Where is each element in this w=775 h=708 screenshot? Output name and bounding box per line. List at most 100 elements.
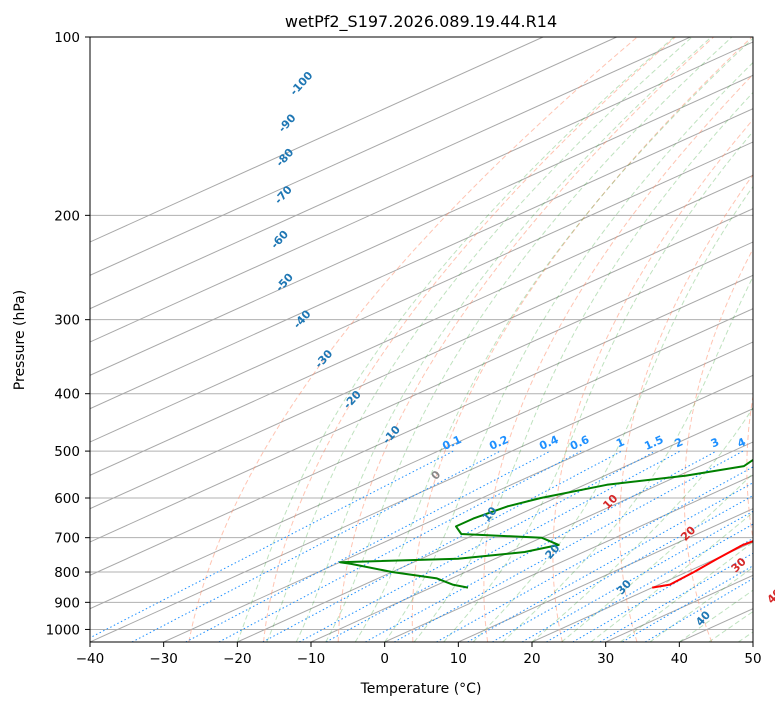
isotherm-line	[90, 308, 753, 610]
mixing-ratio-line	[644, 577, 753, 642]
mixing-ratio-label: 4	[735, 435, 748, 450]
mixing-ratio-line	[131, 450, 501, 642]
isotherm-gridlines	[90, 37, 753, 642]
x-tick-label: −30	[149, 651, 178, 667]
mixing-ratio-label: 2	[673, 435, 685, 450]
moist-adiabat-line	[738, 631, 753, 642]
mixing-ratio-line	[262, 450, 622, 642]
isotherm-line	[90, 37, 544, 243]
dry-adiabat-line	[411, 37, 753, 642]
isotherm-line	[679, 608, 753, 642]
y-tick-label: 700	[54, 531, 80, 547]
isotherm-line	[752, 641, 753, 642]
dry-adiabat-label: 40	[693, 608, 713, 628]
dry-adiabat-label: -80	[273, 146, 296, 170]
mixing-ratio-line	[325, 450, 681, 642]
profile-series	[339, 458, 753, 589]
x-tick-label: −10	[297, 651, 326, 667]
dry-adiabat-label: -20	[341, 388, 364, 412]
mixing-ratio-line	[467, 482, 753, 642]
dry-adiabat-label: -60	[268, 228, 291, 252]
y-tick-label: 500	[54, 444, 80, 460]
isotherm-line	[90, 37, 691, 310]
x-tick-label: 30	[597, 651, 614, 667]
x-tick-label: −20	[223, 651, 252, 667]
moist-adiabat-line	[266, 37, 693, 642]
moist-adiabat-line	[236, 37, 675, 642]
dry-adiabat-label: 0	[429, 468, 444, 483]
dry-adiabat-line	[263, 37, 676, 642]
dry-adiabat-line	[483, 73, 753, 642]
dry-adiabats	[188, 37, 753, 642]
x-tick-label: 0	[380, 651, 389, 667]
mixing-ratio-line	[436, 466, 753, 642]
y-tick-label: 900	[54, 595, 80, 611]
chart-title: wetPf2_S197.2026.089.19.44.R14	[285, 12, 557, 32]
dry-adiabat-line	[683, 247, 753, 642]
isotherm-line	[90, 41, 753, 343]
isotherm-line	[90, 174, 753, 476]
mixing-ratio-line	[492, 495, 753, 642]
mixing-ratio-label: 0.1	[440, 433, 463, 453]
moist-adiabat-line	[708, 611, 753, 642]
y-tick-label: 1000	[46, 622, 80, 638]
mixing-ratio-label: 0.4	[537, 433, 560, 453]
moist-adiabat-label: 40	[765, 586, 775, 606]
moist-adiabat-line	[561, 472, 753, 642]
mixing-ratio-line	[393, 450, 744, 642]
dewpoint-profile-line	[339, 458, 753, 589]
isotherm-line	[458, 508, 753, 642]
isotherm-line	[90, 274, 753, 576]
mixing-ratio-line	[298, 450, 656, 642]
mixing-ratio-line	[365, 450, 717, 642]
moist-adiabat-line	[295, 37, 712, 642]
mixing-ratio-label: 3	[709, 435, 721, 450]
isotherm-line	[310, 441, 753, 642]
plot-area	[90, 37, 753, 642]
plot-frame	[89, 36, 754, 643]
moist-adiabat-line	[325, 37, 733, 642]
isotherm-line	[90, 37, 617, 276]
x-tick-label: 40	[671, 651, 688, 667]
moist-adiabat-line	[384, 61, 753, 642]
dry-adiabat-label: -100	[287, 69, 315, 98]
y-axis: 100 200 300 400 500 600 700 800 900 1000	[46, 30, 90, 638]
moist-adiabats	[236, 37, 753, 642]
isotherm-line	[90, 141, 753, 443]
x-axis: −40 −30 −20 −10 0 10 20 30 40 50	[76, 642, 762, 667]
moist-adiabat-line	[620, 541, 753, 642]
dry-adiabat-label: -40	[291, 307, 314, 331]
dry-adiabat-line	[188, 37, 638, 642]
x-tick-label: −40	[76, 651, 105, 667]
dry-adiabat-line	[619, 173, 753, 642]
isotherm-line	[90, 341, 753, 642]
moist-adiabat-label: 10	[600, 492, 620, 512]
isotherm-line	[237, 408, 753, 642]
y-tick-label: 600	[54, 491, 80, 507]
x-tick-label: 10	[450, 651, 467, 667]
isotherm-line	[384, 474, 753, 642]
moist-adiabat-line	[354, 37, 753, 642]
dry-adiabat-line	[746, 393, 753, 541]
isotherm-line	[90, 241, 753, 543]
isotherm-line	[90, 108, 753, 410]
isotherm-line	[90, 74, 753, 376]
x-tick-label: 50	[744, 651, 761, 667]
moist-adiabat-line	[413, 91, 753, 642]
moist-adiabat-line	[590, 511, 753, 642]
dry-adiabat-label: -90	[276, 111, 299, 135]
y-tick-label: 200	[54, 208, 80, 224]
y-tick-label: 300	[54, 313, 80, 329]
y-tick-label: 800	[54, 565, 80, 581]
moist-adiabat-line	[443, 130, 753, 642]
dry-adiabat-label: 10	[480, 504, 500, 524]
moist-adiabat-line	[679, 589, 753, 642]
isotherm-line	[163, 374, 753, 642]
dry-adiabat-label: -30	[312, 347, 335, 371]
dry-adiabat-line	[552, 118, 753, 642]
mixing-ratio-line	[218, 450, 582, 642]
mixing-ratio-label: 1	[614, 435, 626, 450]
y-tick-label: 100	[54, 30, 80, 46]
moist-adiabat-line	[502, 275, 753, 642]
